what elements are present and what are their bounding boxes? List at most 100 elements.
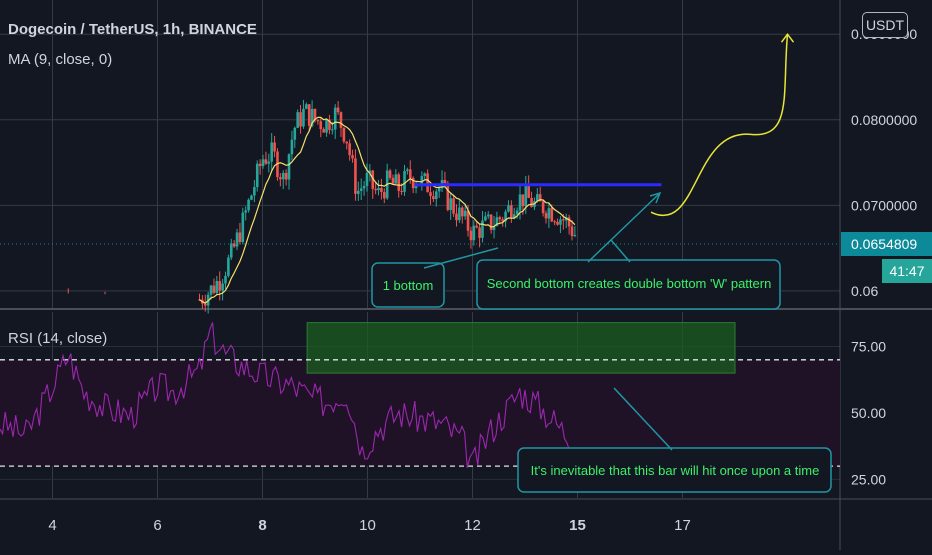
candle-body — [455, 213, 458, 221]
candle-body — [452, 198, 455, 214]
candle-body — [371, 170, 375, 189]
candle-body — [253, 187, 256, 196]
candle-body — [469, 230, 473, 241]
candle-body — [362, 186, 366, 189]
candle-body — [284, 172, 288, 180]
candle-body — [209, 285, 213, 295]
candle-body — [348, 143, 351, 156]
candle-body — [484, 216, 487, 221]
candle-body — [339, 112, 343, 128]
rsi-axis-label: 50.00 — [851, 405, 886, 421]
candle-body — [365, 172, 369, 187]
callout-bottom1-box[interactable] — [371, 262, 445, 308]
candle-body — [463, 210, 467, 217]
candle-body — [247, 199, 250, 211]
current-price-tag-text: 0.0654809 — [851, 236, 917, 252]
candle-body — [351, 155, 354, 159]
candle-body — [357, 190, 360, 194]
overbought-zone-rect[interactable] — [306, 322, 736, 374]
candle-body — [498, 217, 502, 220]
candle-body — [331, 129, 334, 131]
candle-body — [279, 177, 282, 180]
currency-button[interactable]: USDT — [862, 12, 908, 38]
candle-body — [536, 194, 539, 202]
candle-body — [510, 205, 513, 219]
rsi-axis-label: 25.00 — [851, 471, 886, 487]
candle-body — [377, 187, 380, 191]
candle-body — [374, 188, 377, 191]
price-axis-label: 0.0800000 — [851, 112, 917, 128]
candle-body — [400, 190, 403, 192]
time-axis-label: 4 — [48, 517, 56, 534]
candle-body — [507, 205, 510, 212]
candle-body — [302, 108, 305, 127]
candle-body — [238, 232, 242, 243]
candle-body — [380, 187, 383, 193]
time-axis-label: 17 — [674, 517, 691, 534]
candle-body — [383, 192, 386, 199]
candle-body — [313, 108, 317, 120]
candle-body — [388, 170, 392, 178]
candle-body — [322, 129, 325, 133]
candle-body — [489, 214, 493, 230]
candle-body — [359, 188, 363, 191]
callout-rsi-box[interactable] — [517, 447, 832, 493]
projection-curve[interactable] — [650, 34, 789, 216]
candle-body — [541, 201, 545, 214]
candle-body — [406, 169, 409, 172]
rsi-line[interactable] — [0, 322, 576, 468]
candle-body — [293, 127, 297, 140]
time-axis-label: 6 — [153, 517, 161, 534]
candle-body — [437, 188, 441, 192]
candle-body — [478, 227, 481, 238]
ma-indicator-label[interactable]: MA (9, close, 0) — [8, 51, 113, 68]
candle-body — [212, 285, 216, 293]
candle-body — [504, 211, 507, 222]
candle-body — [472, 225, 476, 241]
candle-body — [538, 194, 542, 202]
candle-body — [264, 159, 268, 164]
candle-body — [261, 159, 265, 167]
callout-rsi-pointer — [613, 387, 673, 451]
callout-bottom1-pointer — [423, 247, 499, 269]
candle-body — [325, 119, 328, 133]
price-axis-label: 0.06 — [851, 283, 878, 299]
time-axis-label: 15 — [569, 517, 586, 534]
candle-body — [518, 194, 522, 211]
ma-line[interactable] — [199, 116, 576, 304]
candle-body — [218, 280, 222, 291]
time-axis-label: 12 — [464, 517, 481, 534]
projection-arrowhead — [780, 32, 795, 43]
candle-body — [544, 213, 548, 219]
candle-body — [530, 197, 533, 208]
candle-body — [203, 303, 207, 306]
candle-body — [547, 208, 551, 219]
callout-bottom2-arrowhead — [649, 191, 662, 204]
candle-body — [232, 243, 236, 247]
candle-body — [411, 177, 415, 189]
candle-body — [258, 163, 262, 167]
candle-body — [527, 184, 530, 198]
rsi-axis-label: 75.00 — [851, 339, 886, 355]
candle-body — [420, 176, 424, 186]
candle-body — [446, 183, 450, 210]
candle-body — [319, 121, 323, 130]
time-axis-label: 10 — [359, 517, 376, 534]
candle-body — [556, 221, 559, 225]
candle-body — [310, 108, 314, 126]
candle-body — [305, 104, 308, 109]
rsi-indicator-label[interactable]: RSI (14, close) — [8, 330, 108, 347]
countdown-tag — [882, 258, 932, 283]
candle-body — [481, 220, 484, 238]
time-axis-label: 8 — [258, 517, 266, 534]
candle-body — [512, 214, 516, 219]
candle-body — [550, 208, 554, 222]
candle-body — [281, 172, 285, 180]
candle-body — [273, 142, 276, 152]
price-axis-label: 0.0700000 — [851, 197, 917, 213]
candle-body — [429, 192, 432, 197]
symbol-title: Dogecoin / TetherUS, 1h, BINANCE — [8, 21, 257, 38]
candle-body — [449, 198, 453, 210]
candle-body — [466, 210, 470, 231]
candle-body — [299, 112, 302, 127]
